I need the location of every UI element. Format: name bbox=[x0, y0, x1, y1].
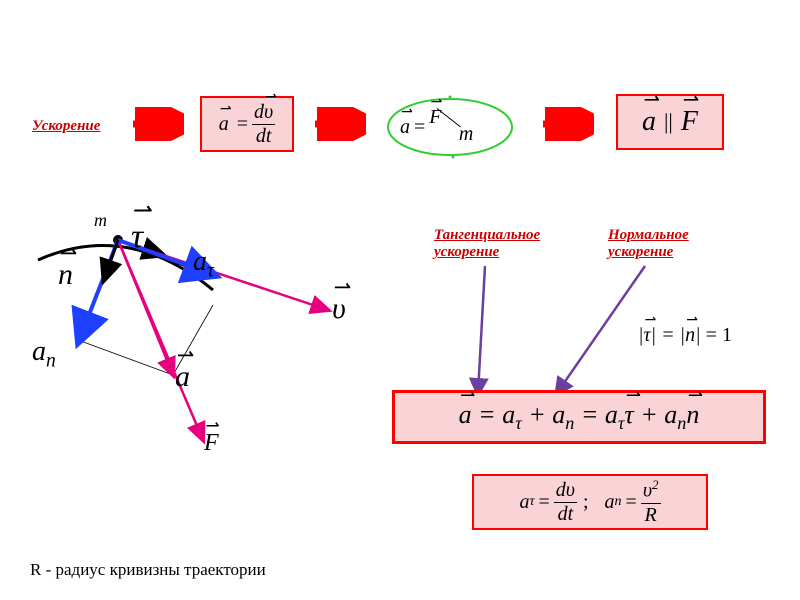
label-normal: Нормальное ускорение bbox=[608, 227, 689, 262]
footnote-radius: R - радиус кривизны траектории bbox=[30, 560, 266, 580]
arrow-2 bbox=[310, 107, 366, 141]
vec-a-1: a bbox=[219, 113, 229, 136]
label-tangential: Тангенциальное ускорение bbox=[434, 227, 540, 262]
formula-box-main: a = a a = aτ + an = aττ + ann bbox=[392, 390, 766, 444]
label-m: m bbox=[94, 210, 107, 231]
arrow-3 bbox=[538, 107, 594, 141]
label-a-tau: aτ bbox=[193, 246, 214, 283]
label-a-n: an bbox=[32, 336, 56, 373]
formula-box-bottom: aτ = dυdt ; an = υ2R bbox=[472, 474, 708, 530]
label-tau: τ bbox=[131, 218, 143, 256]
label-a: a bbox=[175, 360, 190, 394]
label-n: n bbox=[58, 258, 73, 292]
label-F: F bbox=[204, 430, 219, 457]
title-acceleration: Ускорение bbox=[32, 118, 100, 135]
eq-sign-1: = bbox=[237, 113, 248, 136]
label-v: υ bbox=[332, 292, 346, 326]
formula-box-parallel: a || F bbox=[616, 94, 724, 150]
formula-Fm: a = F m bbox=[400, 112, 473, 142]
purple-arrows bbox=[400, 258, 730, 408]
frac-dvdt: ddυυ dt bbox=[252, 101, 275, 148]
arrow-1 bbox=[128, 107, 184, 141]
formula-box-dvdt: a = ddυυ dt bbox=[200, 96, 294, 152]
